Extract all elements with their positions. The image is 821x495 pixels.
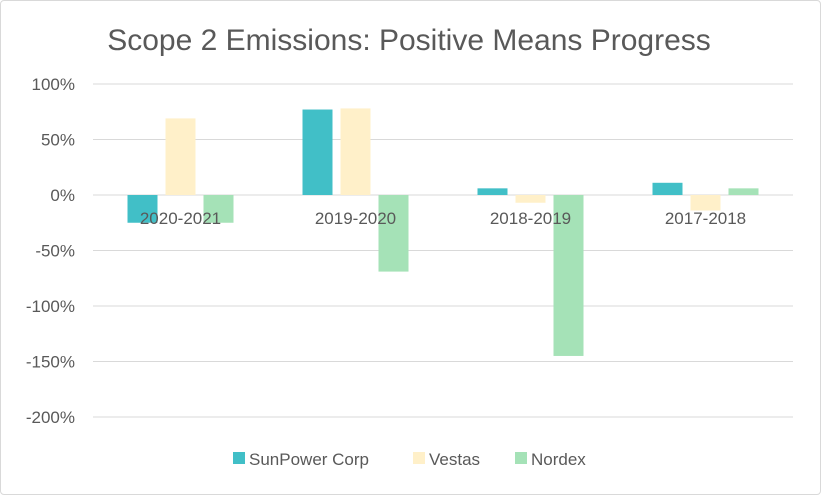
bar-nordex-2019-2020 — [378, 195, 409, 272]
bar-vestas-2020-2021 — [165, 118, 196, 195]
bar-sunpower-corp-2017-2018 — [652, 182, 683, 195]
category-label: 2018-2019 — [490, 209, 571, 228]
bar-vestas-2019-2020 — [340, 108, 371, 195]
category-label: 2020-2021 — [140, 209, 221, 228]
y-tick-label: -100% — [26, 297, 75, 316]
bar-nordex-2018-2019 — [553, 195, 584, 356]
legend-swatch — [413, 452, 425, 464]
legend-swatch — [233, 452, 245, 464]
y-tick-label: 50% — [41, 131, 75, 150]
bar-sunpower-corp-2018-2019 — [477, 188, 508, 195]
category-label: 2017-2018 — [665, 209, 746, 228]
legend-label: Vestas — [429, 450, 480, 469]
y-tick-label: -150% — [26, 353, 75, 372]
chart-title: Scope 2 Emissions: Positive Means Progre… — [107, 24, 711, 57]
y-tick-label: -200% — [26, 408, 75, 427]
bar-vestas-2018-2019 — [515, 195, 546, 203]
bar-sunpower-corp-2020-2021 — [127, 195, 158, 223]
category-labels: 2020-2021 2019-2020 2018-2019 2017-2018 — [140, 209, 746, 228]
bar-nordex-2017-2018 — [728, 188, 759, 195]
y-tick-label: -50% — [35, 242, 75, 261]
bar-nordex-2020-2021 — [203, 195, 234, 223]
bars — [127, 108, 759, 356]
gridlines — [93, 83, 793, 418]
legend-label: Nordex — [531, 450, 586, 469]
legend: SunPower Corp Vestas Nordex — [233, 450, 586, 469]
y-axis-ticks: 100% 50% 0% -50% -100% -150% -200% — [26, 75, 75, 427]
legend-label: SunPower Corp — [249, 450, 369, 469]
y-tick-label: 100% — [32, 75, 75, 94]
y-tick-label: 0% — [50, 186, 75, 205]
bar-sunpower-corp-2019-2020 — [302, 109, 333, 195]
bar-vestas-2017-2018 — [690, 195, 721, 211]
category-label: 2019-2020 — [315, 209, 396, 228]
legend-swatch — [515, 452, 527, 464]
